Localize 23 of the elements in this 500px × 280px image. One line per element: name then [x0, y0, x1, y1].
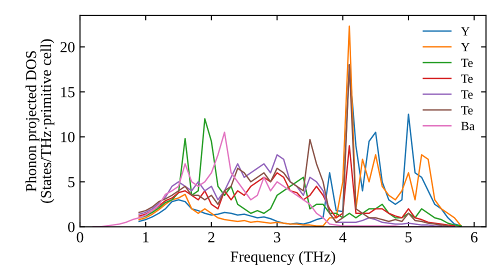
y-tick-label: 20 — [60, 42, 75, 52]
y-tick-label: 5 — [68, 177, 75, 188]
x-tick-label: 6 — [471, 232, 478, 242]
x-tick-label: 3 — [274, 232, 280, 242]
y-tick-label: 0 — [68, 222, 75, 232]
x-tick-label: 0 — [76, 232, 84, 242]
x-tick-label: 4 — [339, 232, 346, 242]
legend-label: Te — [461, 90, 473, 99]
x-tick-label: 5 — [406, 232, 412, 242]
x-axis-title: Frequency (THz) — [230, 251, 336, 265]
line-series — [138, 26, 462, 227]
legend-label: Te — [461, 106, 473, 114]
y-axis-title: Phonon projected DOS (States/THz·primitive cell) — [26, 39, 54, 203]
y-tick-label: 10 — [61, 132, 75, 142]
y-tick-label: 15 — [61, 87, 75, 98]
x-tick-label: 1 — [143, 232, 149, 242]
legend-label: Y — [461, 43, 470, 52]
x-tick-label: 2 — [208, 232, 214, 242]
legend-label: Ba — [461, 122, 475, 130]
line-series — [138, 118, 462, 227]
legend-label: Y — [461, 27, 470, 36]
legend-label: Te — [461, 74, 473, 83]
legend-label: Te — [461, 58, 473, 68]
